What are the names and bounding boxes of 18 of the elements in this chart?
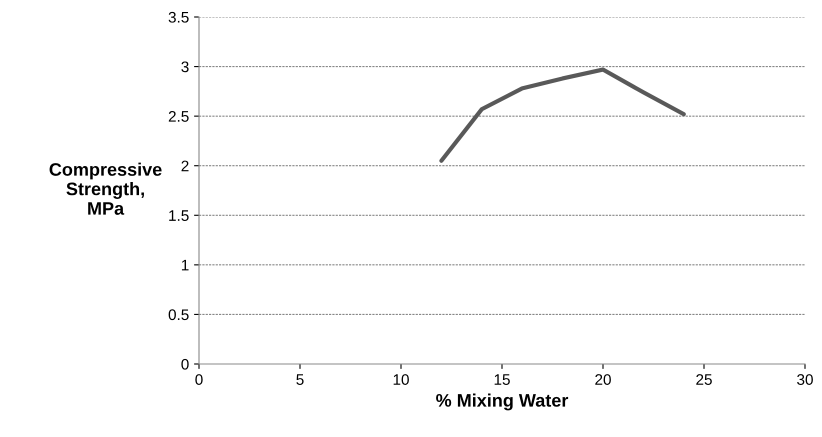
x-tick-label: 5 [296,374,304,385]
y-tick-label: 3 [181,61,189,72]
x-tick-label: 15 [494,374,510,385]
y-tick-label: 3.5 [168,12,189,23]
y-tick-label: 2 [182,160,189,172]
y-tick-label: 1.5 [169,210,189,221]
x-tick-label: 25 [696,374,712,385]
x-tick-label: 20 [595,374,611,385]
y-axis-title: Compressive Strength, MPa [50,162,162,215]
y-tick-label: 0.5 [168,309,189,320]
y-tick-label: 2.5 [168,111,189,122]
y-tick-label: 1 [182,260,189,270]
x-tick-label: 0 [195,374,203,385]
x-tick-label: 30 [797,374,813,385]
x-tick-label: 10 [394,374,409,385]
line-series [439,67,686,163]
y-tick-label: 0 [181,358,189,370]
x-axis-title: % Mixing Water [436,394,568,410]
